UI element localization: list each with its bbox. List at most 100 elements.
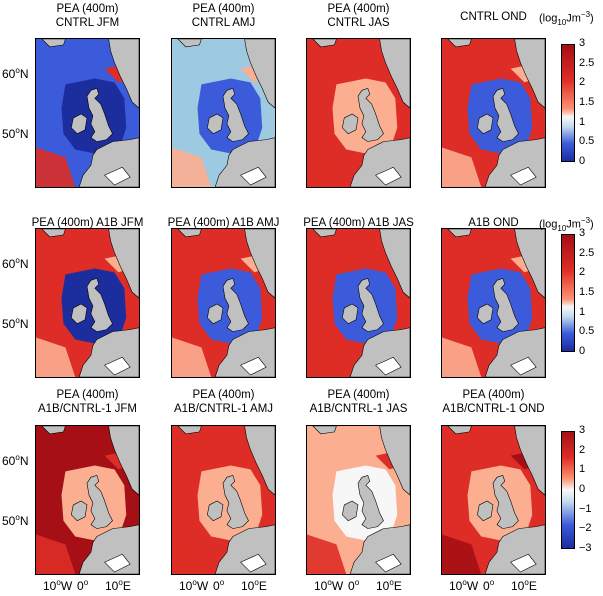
panel-title-line: PEA (400m) — [56, 389, 119, 401]
ireland-land — [206, 500, 224, 522]
ireland-land — [341, 113, 359, 135]
south-west-field — [172, 337, 212, 377]
lake-feature — [510, 166, 537, 186]
colorbar-tick-label: 0.5 — [579, 135, 595, 148]
britain-land — [357, 277, 384, 332]
colorbar-tick-label: 0 — [579, 345, 586, 357]
lake-feature — [510, 356, 537, 376]
latitude-label: 60oN — [2, 66, 29, 81]
colorbar — [561, 44, 575, 162]
latitude-label: 50oN — [2, 513, 29, 528]
norway-land — [379, 229, 410, 299]
ireland-land — [70, 500, 88, 522]
iceland-land — [41, 426, 66, 435]
norway-land — [108, 229, 139, 299]
lake-feature — [510, 553, 537, 573]
longitude-label: 0o — [77, 578, 89, 593]
iceland-land — [177, 426, 202, 435]
iceland-land — [41, 39, 66, 48]
panel-title: A1B OND — [434, 216, 554, 230]
south-west-field — [36, 147, 76, 187]
colorbar-tick-label: 1 — [579, 463, 586, 476]
latitude-label: 50oN — [2, 316, 29, 331]
latitude-label: 60oN — [2, 453, 29, 468]
norway-land — [379, 39, 410, 109]
iceland-land — [447, 426, 472, 435]
longitude-label: 10oW — [43, 578, 73, 593]
latitude-label: 50oN — [2, 126, 29, 141]
iceland-land — [177, 229, 202, 238]
panel-title: PEA (400m) CNTRL AMJ — [164, 2, 284, 30]
iceland-land — [177, 39, 202, 48]
britain-land — [357, 474, 384, 529]
panel-title: PEA (400m) A1B JFM — [28, 216, 148, 230]
iceland-land — [447, 39, 472, 48]
panel-title-line: A1B/CNTRL-1 JAS — [309, 403, 408, 415]
map-panel — [306, 38, 411, 188]
norway-land — [379, 426, 410, 496]
panel-title-line: PEA (400m) — [327, 3, 390, 15]
south-west-field — [442, 337, 482, 377]
colorbar — [561, 431, 575, 549]
longitude-label: 10oW — [449, 578, 479, 593]
britain-land — [222, 277, 249, 332]
britain-land — [492, 277, 519, 332]
norway-land — [108, 39, 139, 109]
colorbar-tick-label: 1.5 — [579, 96, 595, 108]
lake-feature — [240, 553, 267, 573]
panel-title-line: A1B/CNTRL-1 OND — [442, 403, 545, 415]
iceland-land — [447, 229, 472, 238]
panel-title: PEA (400m) A1B/CNTRL-1 OND — [434, 388, 554, 416]
panel-title-line: PEA (400m) A1B JAS — [303, 217, 414, 229]
longitude-label: 0o — [213, 578, 225, 593]
panel-title-line: PEA (400m) A1B JFM — [31, 217, 144, 229]
colorbar-tick-label: 2.5 — [579, 246, 595, 259]
colorbar-tick-label: 2 — [579, 266, 586, 279]
map-panel — [441, 38, 546, 188]
britain-land — [357, 87, 384, 142]
iceland-land — [41, 229, 66, 238]
colorbar-tick-label: −3 — [579, 542, 592, 554]
colorbar-tick-label: 2.5 — [579, 56, 595, 69]
colorbar-tick-label: 1.5 — [579, 286, 595, 298]
south-west-field — [442, 147, 482, 187]
lake-feature — [104, 356, 131, 376]
britain-land — [222, 87, 249, 142]
ireland-land — [206, 303, 224, 325]
map-panel — [306, 425, 411, 575]
panel-title: PEA (400m) A1B/CNTRL-1 JFM — [28, 388, 148, 416]
lake-feature — [104, 553, 131, 573]
colorbar — [561, 234, 575, 352]
longitude-label: 10oE — [105, 578, 131, 593]
colorbar-tick-label: −1 — [579, 502, 592, 515]
colorbar-tick-label: 0.5 — [579, 325, 595, 338]
iceland-land — [312, 229, 337, 238]
colorbar-tick-label: 3 — [579, 227, 586, 239]
ireland-land — [70, 113, 88, 135]
ireland-land — [476, 303, 494, 325]
colorbar-tick-label: 3 — [579, 37, 586, 49]
iceland-land — [312, 39, 337, 48]
panel-title-line: PEA (400m) A1B AMJ — [167, 217, 280, 229]
map-panel — [171, 425, 276, 575]
colorbar-tick-label: 1 — [579, 305, 586, 318]
longitude-label: 10oW — [179, 578, 209, 593]
panel-title-line: CNTRL OND — [460, 11, 527, 23]
longitude-label: 10oE — [376, 578, 402, 593]
map-panel — [441, 425, 546, 575]
longitude-label: 0o — [348, 578, 360, 593]
norway-land — [108, 426, 139, 496]
latitude-label: 60oN — [2, 256, 29, 271]
lake-feature — [104, 166, 131, 186]
norway-land — [514, 229, 545, 299]
lake-feature — [240, 356, 267, 376]
ireland-land — [476, 500, 494, 522]
colorbar-tick-label: 2 — [579, 443, 586, 456]
norway-land — [514, 426, 545, 496]
map-panel — [35, 228, 140, 378]
panel-title-line: PEA (400m) — [327, 389, 390, 401]
norway-land — [244, 229, 275, 299]
map-panel — [441, 228, 546, 378]
ireland-land — [206, 113, 224, 135]
panel-title: PEA (400m) CNTRL JFM — [28, 2, 148, 30]
